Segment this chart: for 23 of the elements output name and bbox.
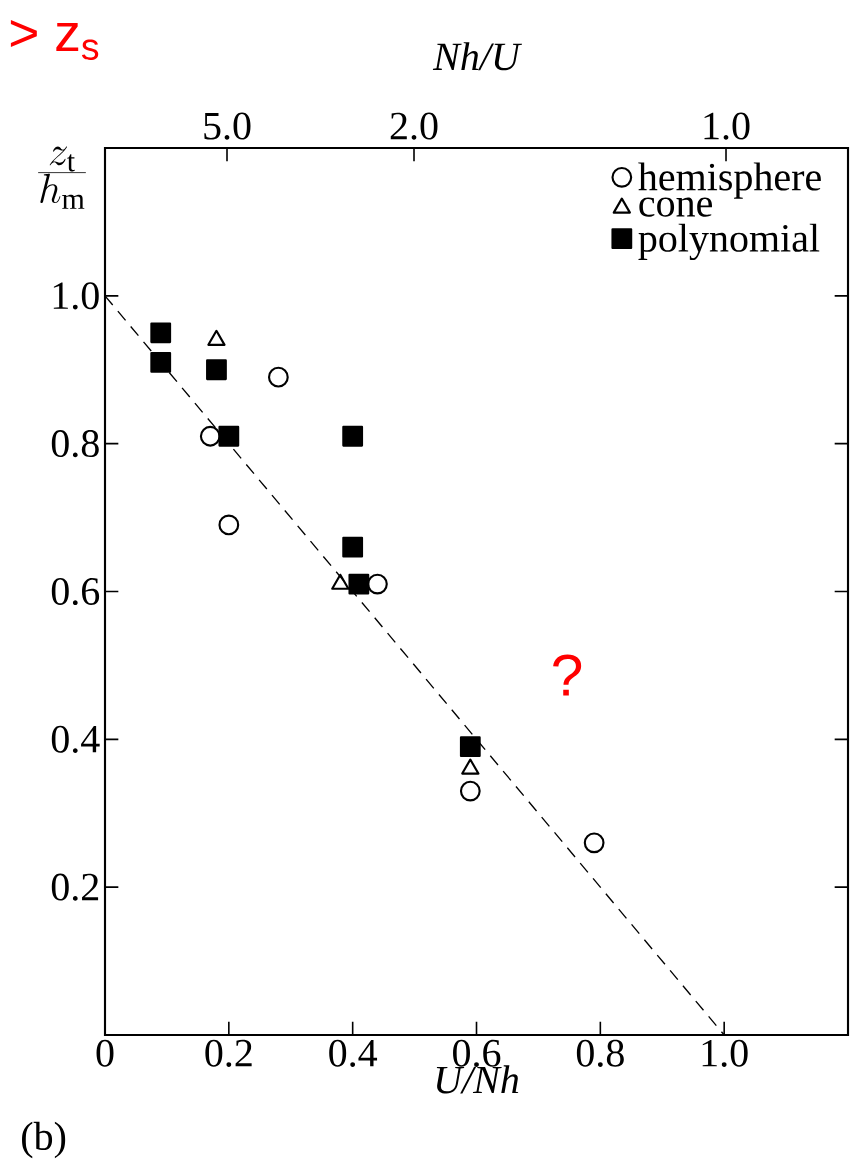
x-tick-label: 1.0 xyxy=(702,1039,748,1067)
y-tick-label: 0.2 xyxy=(51,873,99,901)
legend-label: hemisphere xyxy=(638,162,821,199)
text: 2.0 xyxy=(390,112,438,140)
x-axis-title: U/Nh xyxy=(436,1065,519,1094)
y-tick-label: 0.8 xyxy=(51,430,99,458)
text: > z$_{s}$ xyxy=(10,19,99,61)
text: 1.0 xyxy=(704,112,750,140)
x-tick-label: 0.4 xyxy=(329,1039,378,1067)
x2-axis-title: Nh/U xyxy=(432,42,523,71)
text: 5.0 xyxy=(204,112,251,140)
y-axis-title: $\frac{z_\mathrm{t}}{h_\mathrm{m}}$ xyxy=(38,146,86,209)
x-tick-label: 0.8 xyxy=(576,1039,624,1067)
x-tick-label: 0 xyxy=(96,1039,114,1067)
y-tick-label: 0.4 xyxy=(51,725,100,753)
y-tick-label: 0.6 xyxy=(51,577,100,606)
x-tick-label: 0.2 xyxy=(205,1039,252,1067)
annotation: ? xyxy=(553,654,582,696)
legend-label: cone xyxy=(639,197,712,217)
legend-label: polynomial xyxy=(638,223,820,261)
x-tick-label: 0.6 xyxy=(453,1039,501,1067)
text: (b) xyxy=(22,1121,66,1159)
y-tick-label: 1.0 xyxy=(53,282,99,310)
